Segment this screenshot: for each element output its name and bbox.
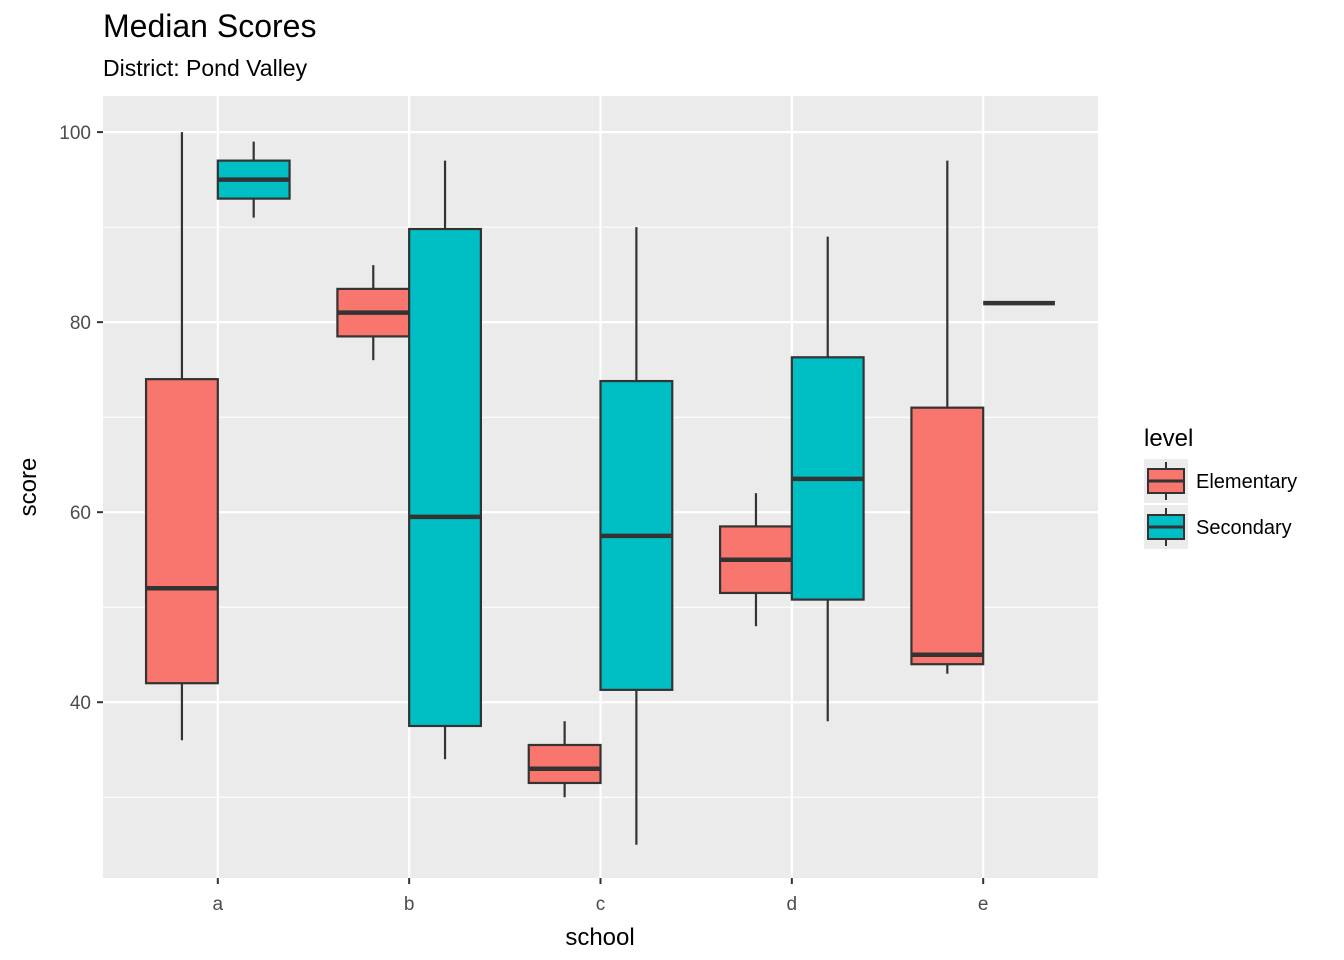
box-secondary-c — [599, 227, 674, 845]
x-tick-label: d — [787, 894, 798, 915]
box-elementary-b — [336, 265, 411, 361]
y-tick-label: 100 — [59, 123, 91, 144]
y-tick-label: 80 — [70, 313, 91, 334]
x-axis-title: school — [565, 924, 634, 951]
chart-title: Median Scores — [103, 8, 317, 44]
x-axis: a b c d e — [213, 878, 989, 915]
box-body — [408, 227, 483, 728]
legend-label: Secondary — [1196, 517, 1292, 539]
legend-item-secondary: Secondary — [1144, 505, 1292, 549]
legend: level Elementary Secondary — [1144, 425, 1297, 549]
y-tick-label: 60 — [70, 503, 91, 524]
x-tick-label: e — [978, 894, 989, 915]
y-tick-label: 40 — [70, 693, 91, 714]
box-elementary-e — [910, 160, 985, 674]
box-series — [144, 132, 1055, 845]
legend-item-elementary: Elementary — [1144, 459, 1297, 503]
x-tick-label: a — [213, 894, 224, 915]
legend-label: Elementary — [1196, 471, 1297, 493]
chart-subtitle: District: Pond Valley — [103, 55, 308, 81]
box-elementary-a — [144, 132, 219, 741]
box-elementary-c — [527, 721, 602, 798]
box-secondary-b — [408, 160, 483, 760]
box-secondary-d — [790, 236, 865, 722]
y-axis-title: score — [15, 458, 42, 517]
x-tick-label: c — [596, 894, 606, 915]
legend-title: level — [1144, 425, 1193, 452]
box-body — [910, 406, 985, 666]
y-axis: 40 60 80 100 — [59, 123, 103, 714]
box-body — [527, 743, 602, 785]
x-tick-label: b — [404, 894, 415, 915]
box-body — [144, 378, 219, 685]
box-secondary-a — [216, 141, 291, 218]
